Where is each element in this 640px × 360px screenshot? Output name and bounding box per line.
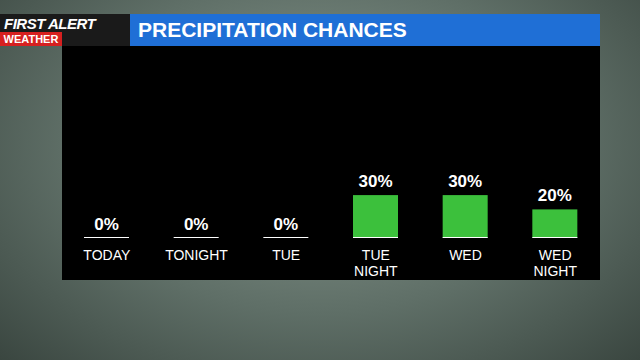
svg-text:30%: 30% xyxy=(358,172,392,191)
svg-text:WED: WED xyxy=(449,247,482,263)
svg-text:TONIGHT: TONIGHT xyxy=(165,247,228,263)
svg-text:0%: 0% xyxy=(274,215,299,234)
html-text:PRECIPITATION CHANCES: PRECIPITATION CHANCES xyxy=(138,18,407,41)
svg-text:TUENIGHT: TUENIGHT xyxy=(354,247,398,279)
svg-text:WEDNIGHT: WEDNIGHT xyxy=(533,247,577,279)
svg-text:0%: 0% xyxy=(184,215,209,234)
svg-text:20%: 20% xyxy=(538,186,572,205)
svg-text:TODAY: TODAY xyxy=(83,247,131,263)
svg-text:TUE: TUE xyxy=(272,247,300,263)
html-text:FIRST ALERT: FIRST ALERT xyxy=(4,15,96,32)
html-text:WEATHER: WEATHER xyxy=(3,33,59,45)
svg-text:0%: 0% xyxy=(94,215,119,234)
svg-text:30%: 30% xyxy=(448,172,482,191)
